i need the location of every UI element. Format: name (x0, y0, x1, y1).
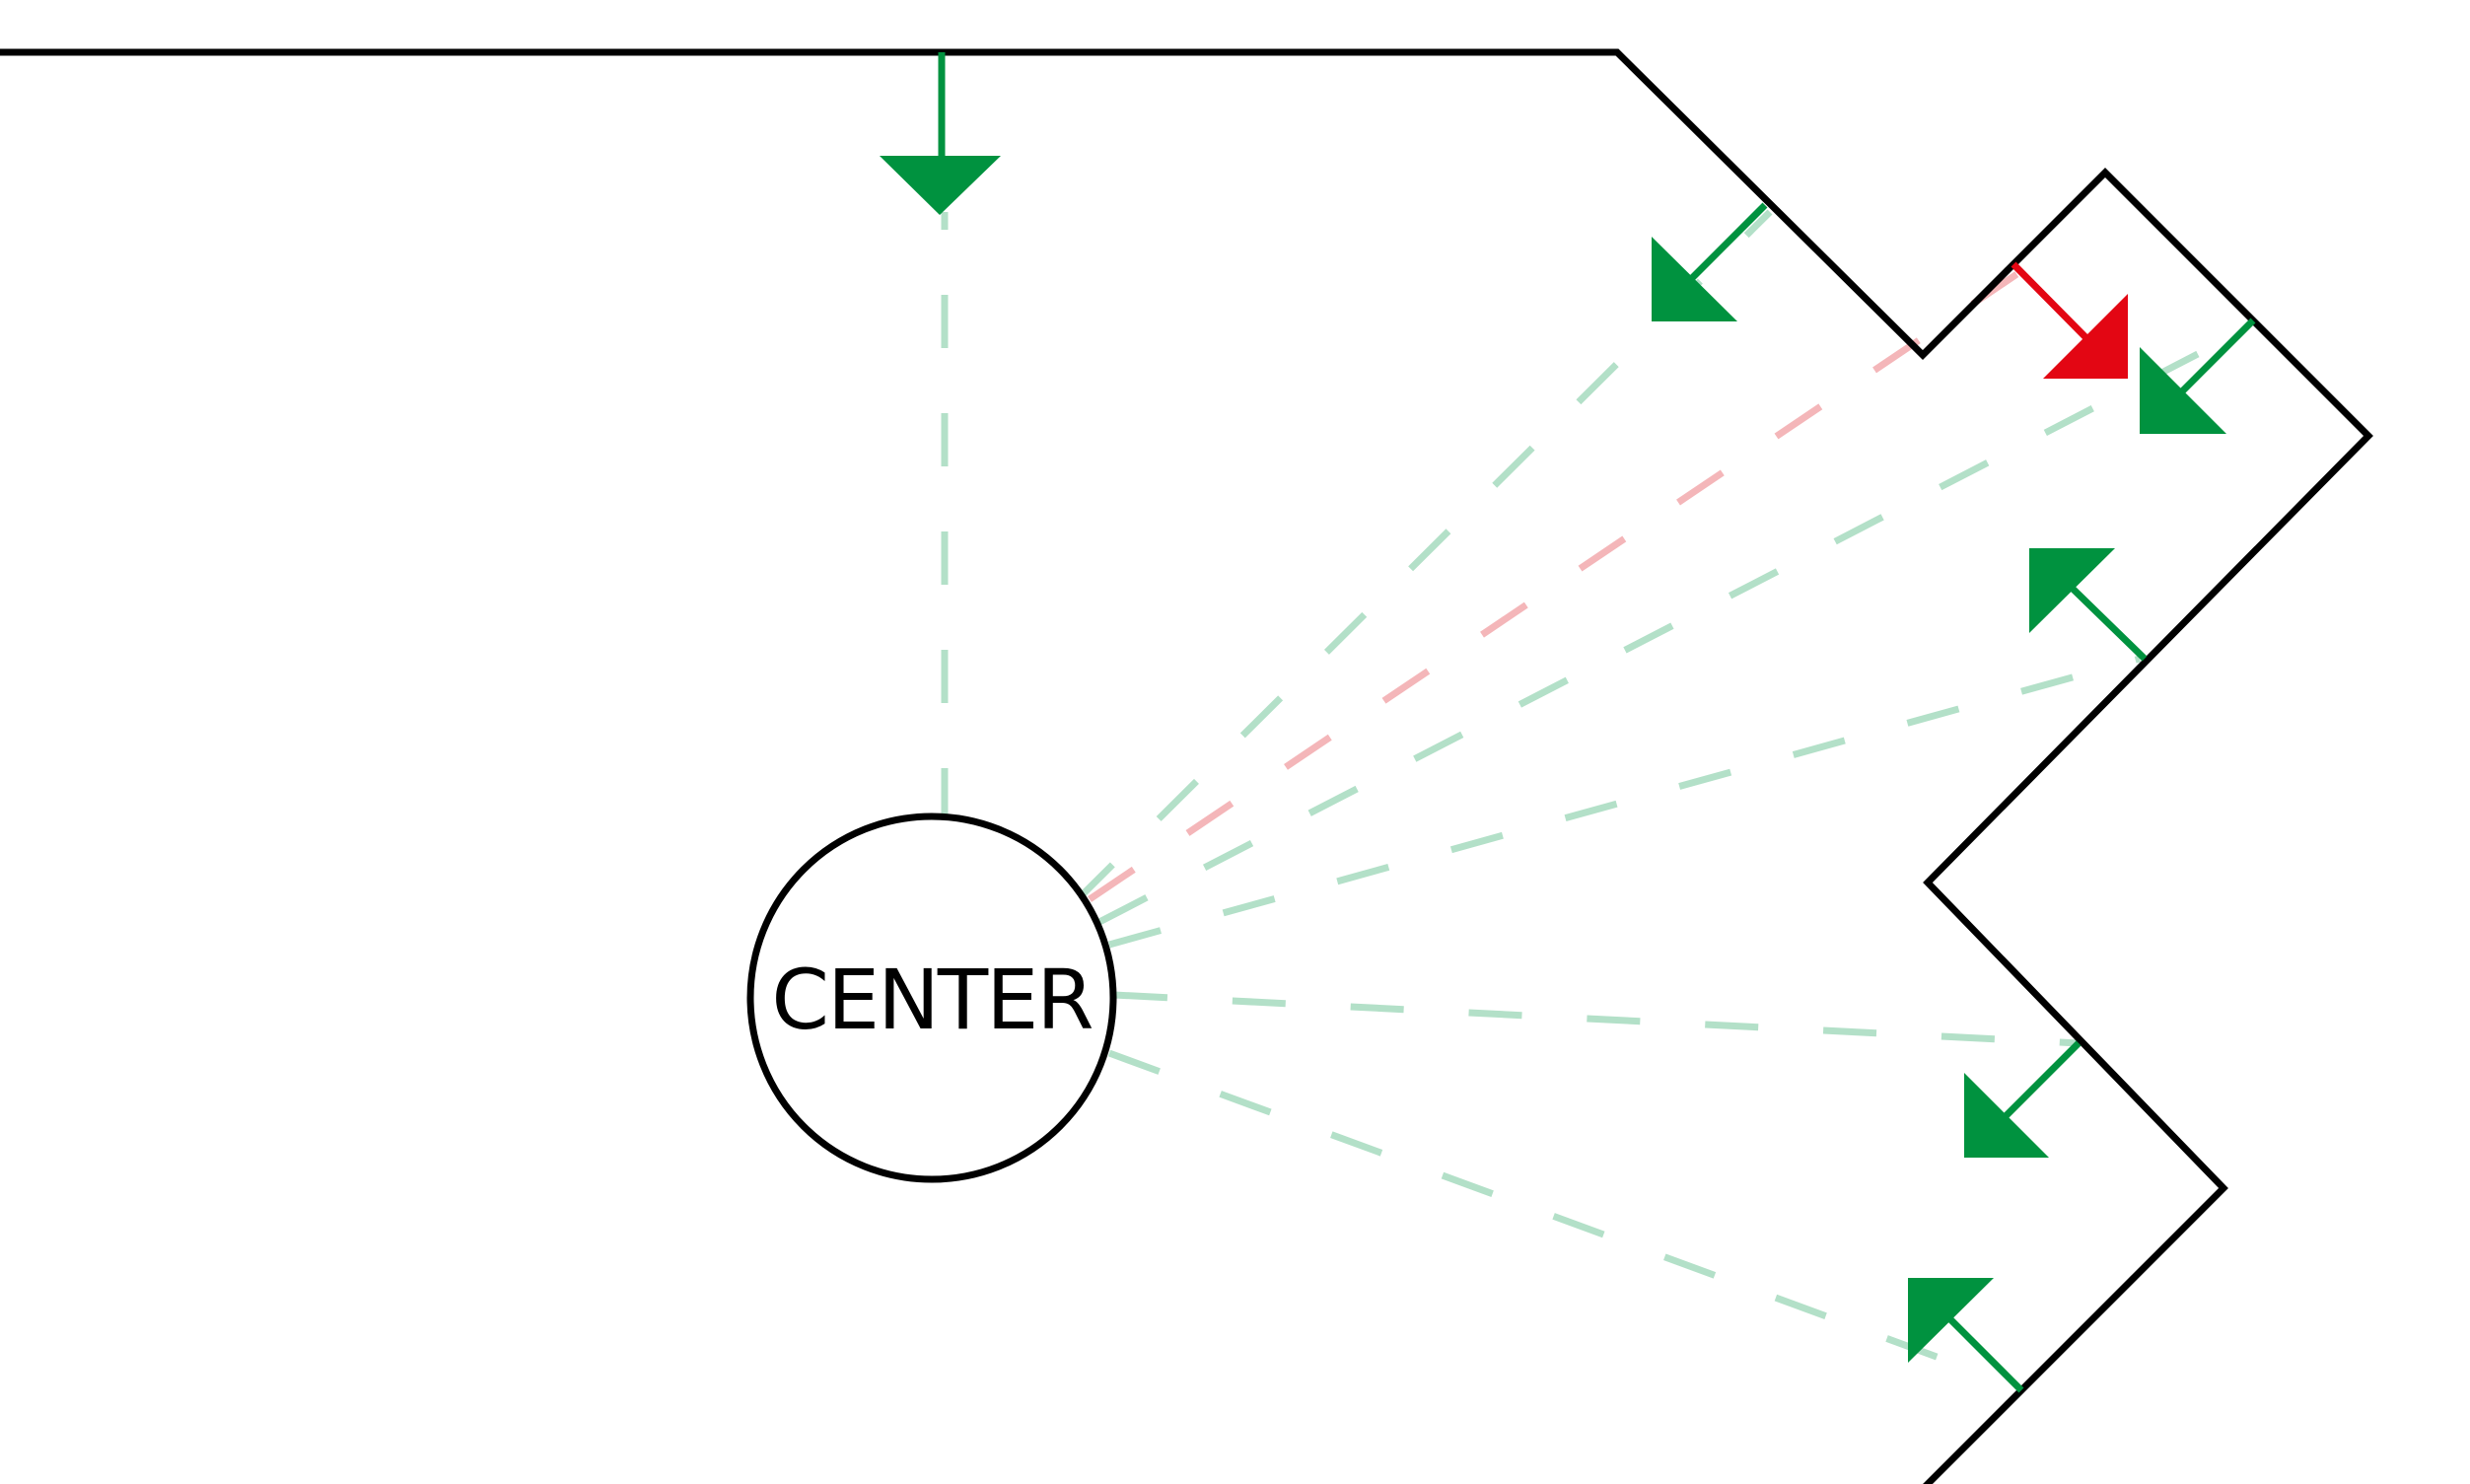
ray-facet-6 (1113, 991, 2080, 1047)
arrow-head (2043, 294, 2128, 379)
ray-facet-3-hidden (1088, 268, 2023, 902)
normal-arrow-facet-5 (2029, 548, 2148, 662)
arrow-head (1908, 1278, 1994, 1363)
rays (941, 209, 2255, 1365)
arrow-head (2029, 548, 2115, 633)
ray-facet-4 (1097, 321, 2255, 926)
normal-arrow-facet-3-hidden (2011, 261, 2128, 379)
arrow-head (1652, 237, 1737, 321)
normal-arrow-facet-4 (2140, 318, 2256, 434)
ray-facet-2 (1072, 209, 1773, 905)
center-circle (746, 813, 1117, 1183)
normal-arrows (880, 52, 2256, 1393)
center-label: CENTER (771, 952, 1092, 1048)
center-node: CENTER (746, 813, 1117, 1183)
walls (0, 48, 2373, 1484)
normal-arrow-facet-7 (1908, 1278, 2024, 1393)
normal-arrow-top (880, 52, 1001, 215)
ray-facet-7 (1107, 1049, 1949, 1365)
arrow-head (2140, 347, 2226, 434)
normal-arrow-facet-2 (1652, 202, 1768, 321)
normal-arrow-facet-6 (1964, 1040, 2082, 1158)
arrow-head (1964, 1073, 2049, 1158)
arrow-head (880, 156, 1001, 215)
ray-facet-5 (1108, 655, 2141, 949)
wall-outline (0, 48, 2373, 1484)
